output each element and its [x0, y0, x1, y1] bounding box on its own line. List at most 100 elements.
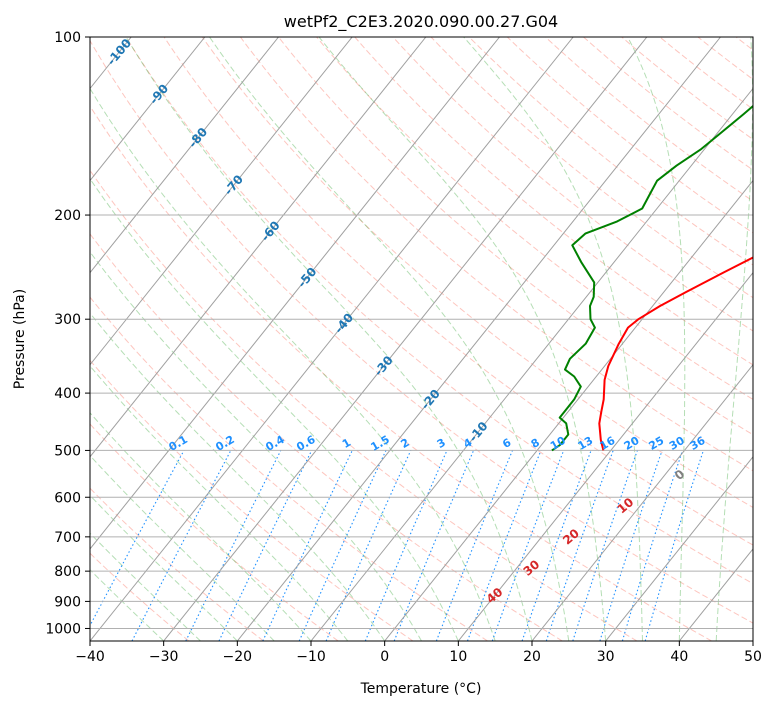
dry-adiabat: [316, 37, 753, 401]
dry-adiabat: [278, 37, 753, 436]
moist-adiabat: [90, 569, 165, 641]
isotherm-line: [90, 37, 206, 182]
dry-adiabat: [392, 37, 753, 332]
mixing-ratio-line: [521, 450, 592, 641]
dry-adiabat: [583, 37, 753, 171]
isotherm-label: -70: [221, 172, 246, 198]
plot-frame: [89, 36, 754, 642]
dry-adiabat: [125, 37, 753, 585]
dry-adiabat: [201, 37, 753, 509]
dry-adiabat: [90, 39, 753, 624]
dry-adiabat: [506, 37, 753, 234]
isotherm-line: [236, 37, 721, 641]
moist-adiabat: [715, 37, 753, 641]
isotherm-line: [384, 179, 753, 641]
y-tick-label: 100: [54, 30, 81, 46]
isotherm-line: [163, 37, 648, 641]
moist-adiabat: [90, 494, 238, 641]
dry-adiabat: [163, 37, 753, 546]
dry-adiabat: [659, 37, 753, 110]
moist-adiabat: [90, 454, 275, 641]
x-tick-label: 40: [670, 649, 688, 665]
x-tick-label: 0: [380, 649, 389, 665]
dry-adiabat: [735, 37, 753, 51]
dry-adiabat: [90, 169, 638, 641]
moist-adiabat-label: 30: [521, 557, 543, 578]
moist-adiabat: [209, 37, 570, 641]
x-tick-label: −30: [149, 649, 179, 665]
isotherm-line: [90, 37, 500, 550]
x-tick-label: −20: [223, 649, 253, 665]
x-tick-label: −10: [296, 649, 326, 665]
mixing-ratio-line: [644, 450, 704, 641]
isotherm-label: -90: [147, 81, 172, 107]
dry-adiabat: [90, 296, 488, 641]
mixing-ratio-label: 1: [340, 436, 353, 451]
mixing-ratio-line: [185, 450, 282, 641]
dewpoint-profile-line: [551, 104, 753, 452]
mixing-ratio-label: 6: [500, 436, 513, 451]
isotherm-label: -30: [371, 353, 396, 379]
isotherm-line: [310, 87, 753, 641]
isotherm-label: -50: [295, 265, 320, 291]
y-tick-label: 200: [54, 208, 81, 224]
mixing-ratio-line: [325, 450, 412, 641]
moist-adiabat: [125, 37, 533, 641]
y-tick-label: 300: [54, 312, 81, 328]
isotherm-line: [752, 640, 753, 641]
dry-adiabat: [468, 37, 753, 266]
mixing-ratio-line: [393, 450, 475, 641]
mixing-ratio-line: [466, 450, 542, 641]
isotherm-line: [90, 37, 279, 274]
x-tick-label: 10: [449, 649, 467, 665]
y-tick-label: 600: [54, 490, 81, 506]
dry-adiabat: [90, 423, 339, 641]
mixing-ratio-line: [298, 450, 387, 641]
isotherm-label: -60: [258, 218, 283, 244]
moist-adiabat: [90, 178, 459, 641]
isotherm-line: [605, 456, 753, 641]
y-tick-label: 900: [54, 594, 81, 610]
mixing-ratio-line: [599, 450, 663, 641]
moist-adiabat: [90, 412, 312, 641]
mixing-ratio-line: [90, 450, 185, 627]
mixing-ratio-label: 3: [435, 436, 448, 451]
mixing-ratio-label: 2: [398, 436, 411, 451]
isotherm-label: -40: [332, 311, 357, 337]
dry-adiabat: [354, 37, 753, 366]
y-axis-label: Pressure (hPa): [12, 289, 28, 389]
dry-adiabat: [621, 37, 753, 141]
isotherm-line: [90, 37, 427, 458]
isotherm-line: [90, 37, 574, 641]
y-tick-label: 800: [54, 564, 81, 580]
dry-adiabat: [90, 487, 264, 641]
mixing-ratio-line: [262, 450, 353, 641]
moist-adiabat: [90, 312, 386, 641]
chart-title: wetPf2_C2E3.2020.090.00.27.G04: [284, 12, 558, 32]
isotherm-line: [0, 37, 58, 641]
x-tick-label: 50: [744, 649, 762, 665]
x-tick-label: 20: [523, 649, 541, 665]
y-tick-label: 500: [54, 443, 81, 459]
dry-adiabat: [697, 37, 753, 80]
moist-adiabat: [318, 37, 607, 641]
temperature-profile-line: [598, 256, 753, 451]
x-tick-label: −40: [75, 649, 105, 665]
mixing-ratio-line: [621, 450, 684, 641]
isotherm-line: [457, 271, 753, 641]
moist-adiabat: [90, 251, 422, 641]
moist-adiabat: [627, 37, 686, 641]
y-tick-label: 400: [54, 386, 81, 402]
y-tick-label: 700: [54, 530, 81, 546]
dry-adiabat: [545, 37, 753, 202]
dry-adiabat: [90, 105, 712, 641]
mixing-ratio-line: [364, 450, 448, 641]
mixing-ratio-line: [572, 450, 638, 641]
x-axis-label: Temperature (°C): [360, 681, 482, 697]
moist-adiabat: [90, 365, 349, 641]
dry-adiabat: [90, 552, 190, 641]
moist-adiabat: [90, 87, 496, 641]
mixing-ratio-line: [491, 450, 565, 641]
isotherm-line: [90, 37, 353, 366]
